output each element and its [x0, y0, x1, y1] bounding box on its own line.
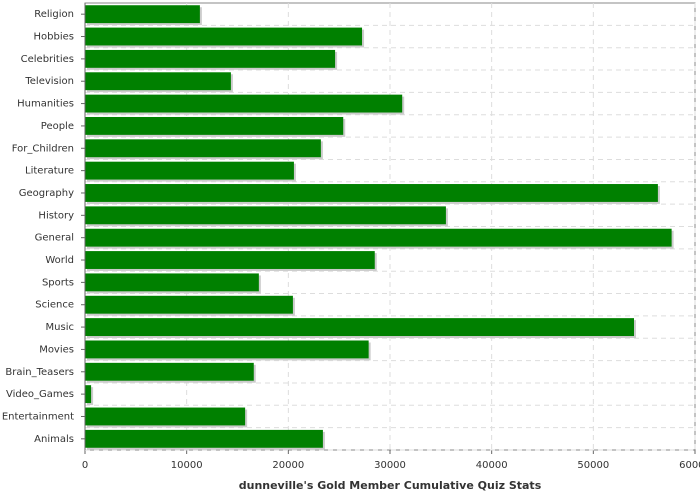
bar	[85, 72, 231, 91]
bar	[85, 273, 259, 292]
y-tick-label: Video_Games	[6, 389, 74, 400]
bar	[85, 5, 200, 24]
bar	[85, 228, 672, 247]
y-tick-label: Celebrities	[21, 54, 74, 65]
y-tick-label: Animals	[34, 434, 74, 445]
bar	[85, 318, 634, 337]
bar	[85, 49, 336, 68]
y-tick-label: Religion	[34, 9, 74, 20]
y-tick-label: History	[38, 210, 74, 221]
y-tick-label: Humanities	[17, 99, 74, 110]
y-tick-label: For_Children	[12, 143, 74, 154]
bar	[85, 340, 369, 359]
bar	[85, 295, 293, 314]
bar	[85, 116, 344, 135]
x-tick-label: 20000	[272, 460, 304, 471]
x-tick-label: 40000	[476, 460, 508, 471]
x-tick-label: 0	[82, 460, 88, 471]
y-tick-label: Science	[35, 300, 74, 311]
y-tick-label: Television	[24, 76, 74, 87]
y-tick-label: Sports	[42, 277, 74, 288]
bar	[85, 139, 321, 158]
bar	[85, 362, 254, 381]
bar	[85, 407, 246, 426]
y-tick-label: Literature	[25, 166, 74, 177]
bar	[85, 184, 658, 202]
bar	[85, 429, 323, 448]
y-tick-label: Music	[46, 322, 74, 333]
chart-title: dunneville's Gold Member Cumulative Quiz…	[239, 479, 542, 492]
x-tick-label: 50000	[577, 460, 609, 471]
bar	[85, 94, 403, 113]
y-tick-label: Brain_Teasers	[5, 367, 74, 378]
x-tick-label: 30000	[374, 460, 406, 471]
bar	[85, 161, 294, 180]
y-tick-label: People	[41, 121, 74, 132]
y-tick-label: Geography	[19, 188, 74, 199]
y-tick-label: Entertainment	[2, 411, 74, 422]
bar	[85, 385, 92, 404]
x-tick-label: 10000	[171, 460, 203, 471]
y-tick-label: Movies	[39, 344, 74, 355]
bar	[85, 206, 446, 225]
x-tick-label: 60000	[679, 460, 700, 471]
bar	[85, 27, 363, 46]
y-tick-label: World	[45, 255, 74, 266]
y-tick-label: Hobbies	[34, 32, 74, 43]
y-tick-label: General	[35, 233, 74, 244]
bar	[85, 251, 375, 269]
